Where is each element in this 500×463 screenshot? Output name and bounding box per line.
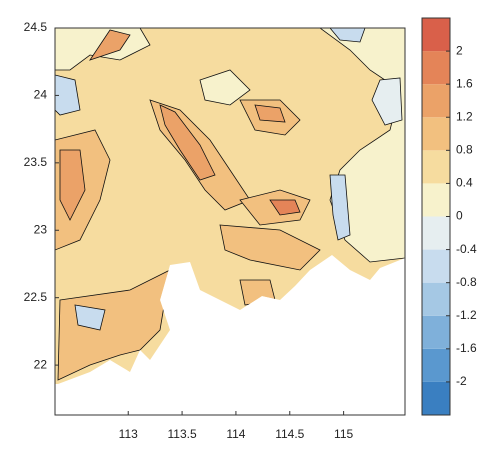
contour-region <box>57 269 171 381</box>
contour-region <box>329 174 351 241</box>
contour-region <box>269 199 301 216</box>
colorbar-bin <box>422 183 450 217</box>
y-tick-label: 23 <box>34 222 48 236</box>
contour-region <box>159 104 216 181</box>
contour-region <box>59 149 86 221</box>
colorbar-bin <box>422 282 450 316</box>
contour-region <box>74 304 106 331</box>
colorbar-bin <box>422 315 450 349</box>
colorbar-bin <box>422 51 450 85</box>
colorbar-tick-label: 1.6 <box>456 76 473 90</box>
contour-region <box>89 29 131 61</box>
colorbar-bin <box>422 249 450 283</box>
y-tick-label: 24 <box>34 88 48 102</box>
contour-region <box>219 224 321 271</box>
contour-region <box>239 279 276 306</box>
colorbar-bin <box>422 18 450 52</box>
contour-field <box>55 28 405 384</box>
contour-region <box>55 74 81 116</box>
y-tick-label: 22 <box>34 357 48 371</box>
colorbar-tick-label: -2 <box>456 374 467 388</box>
y-tick-label: 24.5 <box>24 20 48 34</box>
x-tick-label: 114.5 <box>275 427 304 441</box>
colorbar-tick-label: 1.2 <box>456 109 473 123</box>
colorbar-tick-label: 0.4 <box>456 176 473 190</box>
colorbar-tick-label: 0 <box>456 209 463 223</box>
colorbar-bin <box>422 84 450 118</box>
contour-region <box>254 104 286 123</box>
x-tick-label: 114 <box>226 427 245 441</box>
colorbar-bin <box>422 381 450 415</box>
plot-frame <box>54 27 406 416</box>
colorbar-bin <box>422 216 450 250</box>
contour-region <box>329 28 366 43</box>
x-tick-label: 113.5 <box>168 427 197 441</box>
colorbar-tick-label: 0.8 <box>456 143 473 157</box>
colorbar-tick-label: 2 <box>456 43 463 57</box>
contour-region <box>371 77 403 126</box>
x-tick-label: 113 <box>119 427 138 441</box>
colorbar-tick-label: -1.2 <box>456 308 477 322</box>
colorbar-bin <box>422 348 450 382</box>
y-tick-label: 22.5 <box>24 290 48 304</box>
colorbar-tick-label: -0.4 <box>456 242 477 256</box>
x-tick-label: 115 <box>334 427 353 441</box>
colorbar-bin <box>422 117 450 151</box>
colorbar-tick-label: -0.8 <box>456 275 477 289</box>
colorbar-tick-label: -1.6 <box>456 341 477 355</box>
y-tick-label: 23.5 <box>24 155 48 169</box>
contour-region <box>199 69 251 106</box>
colorbar-bin <box>422 150 450 184</box>
